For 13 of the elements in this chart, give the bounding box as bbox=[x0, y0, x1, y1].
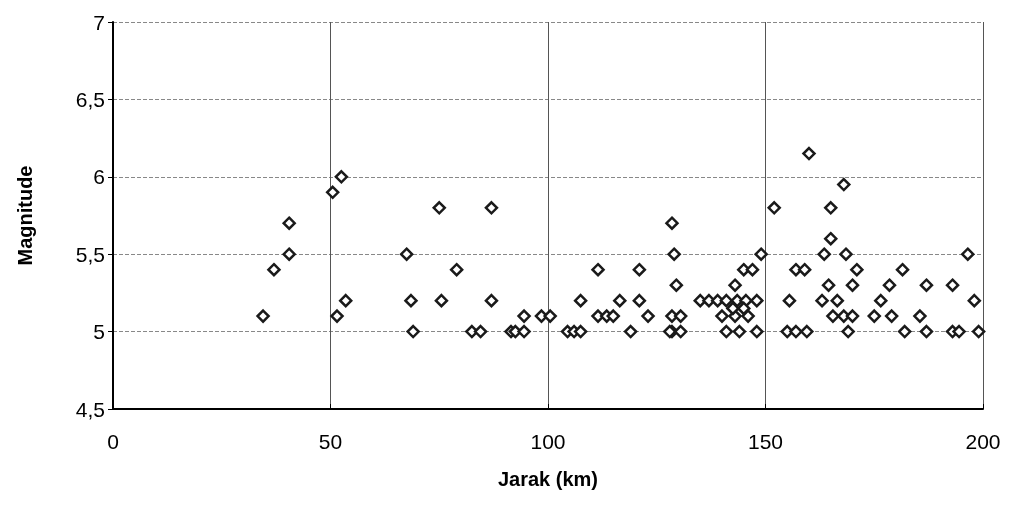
x-tick-label: 150 bbox=[747, 430, 784, 453]
y-tick-label: 6 bbox=[93, 165, 105, 189]
y-tick-label: 5,5 bbox=[75, 242, 105, 266]
x-tick-label: 50 bbox=[318, 430, 343, 453]
y-tick-label: 5 bbox=[93, 320, 105, 344]
y-tick-label: 7 bbox=[93, 10, 105, 34]
x-tick-label: 200 bbox=[965, 430, 1001, 453]
y-axis-title: Magnitude bbox=[14, 165, 36, 266]
x-tick-label: 0 bbox=[107, 430, 119, 453]
x-tick-label: 100 bbox=[530, 430, 566, 453]
x-axis-title: Jarak (km) bbox=[497, 468, 599, 490]
y-tick-label: 6,5 bbox=[75, 87, 105, 111]
y-tick-label: 4,5 bbox=[75, 397, 105, 421]
